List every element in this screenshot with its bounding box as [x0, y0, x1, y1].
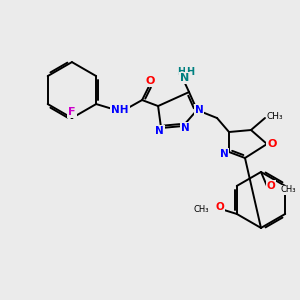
Text: N: N: [195, 105, 203, 115]
Text: H: H: [177, 67, 185, 77]
Text: O: O: [267, 181, 275, 191]
Text: CH₃: CH₃: [267, 112, 284, 121]
Text: CH₃: CH₃: [193, 206, 209, 214]
Text: N: N: [180, 73, 190, 83]
Text: H: H: [186, 67, 194, 77]
Text: N: N: [220, 149, 228, 159]
Text: NH: NH: [111, 105, 129, 115]
Text: O: O: [215, 202, 224, 212]
Text: O: O: [267, 139, 277, 149]
Text: N: N: [181, 123, 189, 133]
Text: O: O: [146, 76, 155, 86]
Text: F: F: [68, 107, 76, 117]
Text: N: N: [155, 126, 164, 136]
Text: CH₃: CH₃: [281, 185, 296, 194]
